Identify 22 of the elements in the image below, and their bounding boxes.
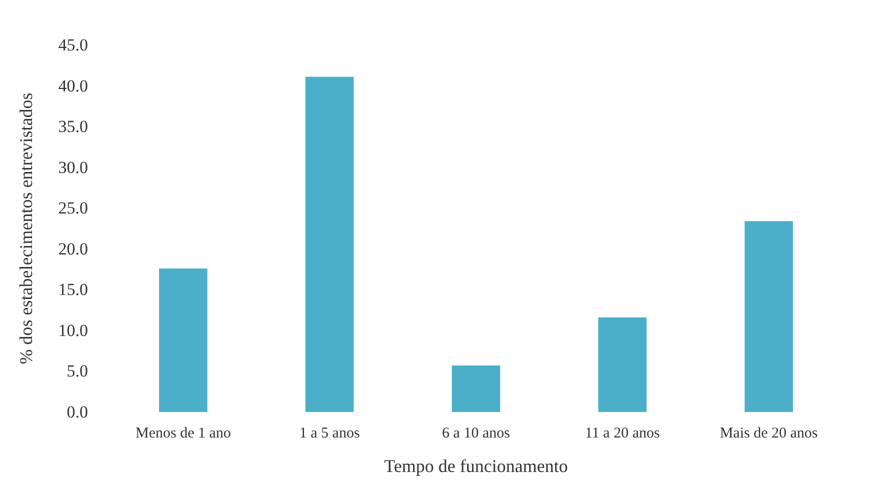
y-tick-label: 30.0 [58, 158, 88, 177]
y-tick-label: 10.0 [58, 320, 88, 340]
y-tick-label: 0.0 [66, 402, 88, 422]
bar [452, 366, 500, 412]
y-tick-label: 35.0 [58, 117, 88, 136]
x-tick-label: 1 a 5 anos [299, 426, 360, 442]
x-axis-title: Tempo de funcionamento [384, 456, 568, 476]
x-tick-label: 11 a 20 anos [584, 426, 660, 442]
y-tick-label: 25.0 [58, 198, 88, 218]
bar [598, 317, 647, 412]
y-tick-label: 5.0 [66, 362, 88, 381]
bar [305, 76, 354, 412]
x-tick-label: Mais de 20 anos [720, 426, 818, 442]
y-tick-label: 40.0 [58, 76, 88, 96]
y-tick-label: 15.0 [58, 280, 88, 300]
x-tick-label: 6 a 10 anos [442, 426, 510, 442]
x-tick-label: Menos de 1 ano [135, 426, 231, 442]
bar [744, 221, 793, 412]
y-axis-title: % dos estabelecimentos entrevistados [16, 92, 36, 364]
bar [159, 268, 208, 412]
y-tick-label: 20.0 [58, 239, 88, 258]
y-tick-label: 45.0 [58, 36, 88, 54]
